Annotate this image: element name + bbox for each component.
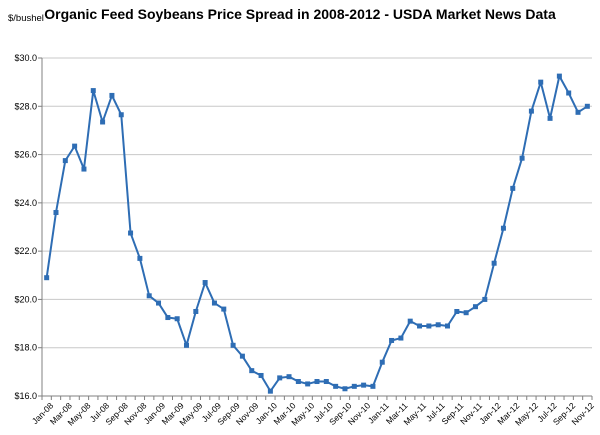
y-tick-label: $24.0 xyxy=(14,198,37,208)
data-point xyxy=(389,337,395,343)
data-point xyxy=(482,296,488,302)
y-tick-label: $26.0 xyxy=(14,150,37,160)
y-tick-label: $16.0 xyxy=(14,391,37,401)
data-point xyxy=(286,374,292,380)
data-point xyxy=(211,300,217,306)
data-point xyxy=(445,323,451,329)
data-point xyxy=(295,379,301,385)
y-tick-label: $18.0 xyxy=(14,343,37,353)
data-point xyxy=(584,103,590,109)
data-point xyxy=(547,115,553,121)
data-point xyxy=(90,88,96,94)
data-point xyxy=(575,109,581,115)
data-point xyxy=(202,280,208,286)
y-tick-label: $30.0 xyxy=(14,53,37,63)
data-point xyxy=(333,383,339,389)
data-point xyxy=(519,155,525,161)
data-point xyxy=(72,143,78,149)
data-point xyxy=(44,275,50,281)
data-point xyxy=(174,316,180,322)
data-point xyxy=(146,293,152,299)
data-point xyxy=(277,375,283,381)
y-tick-labels: $16.0 $18.0 $20.0 $22.0 $24.0 $26.0 $28.0 $30.0 xyxy=(14,53,37,401)
data-point xyxy=(566,90,572,96)
data-point xyxy=(81,166,87,172)
price-series xyxy=(44,73,590,394)
data-point xyxy=(491,260,497,266)
data-point xyxy=(370,383,376,389)
data-point xyxy=(221,306,227,312)
data-point xyxy=(109,92,115,98)
data-point xyxy=(305,381,311,387)
data-point xyxy=(118,112,124,118)
data-point xyxy=(230,342,236,348)
y-tick-label: $22.0 xyxy=(14,246,37,256)
data-point xyxy=(454,309,460,314)
data-point xyxy=(128,230,134,236)
data-point xyxy=(398,335,404,341)
data-point xyxy=(100,119,106,125)
data-point xyxy=(528,108,534,114)
axes xyxy=(38,57,593,400)
data-point xyxy=(538,79,544,85)
data-point xyxy=(314,379,320,385)
gridlines xyxy=(42,57,592,397)
data-point xyxy=(556,73,562,79)
data-point xyxy=(472,304,478,310)
data-point xyxy=(183,342,189,348)
y-axis-unit-label: $/bushel xyxy=(8,13,44,24)
data-point xyxy=(267,388,273,394)
data-point xyxy=(417,323,423,329)
data-point xyxy=(342,386,348,392)
data-point xyxy=(510,185,516,191)
data-point xyxy=(258,372,264,378)
data-point xyxy=(361,382,367,388)
data-point xyxy=(351,383,357,389)
series-line xyxy=(45,75,588,393)
data-point xyxy=(53,210,59,216)
data-point xyxy=(500,225,506,231)
data-point xyxy=(193,309,199,314)
y-tick-label: $20.0 xyxy=(14,294,37,304)
data-point xyxy=(137,255,143,261)
data-point xyxy=(426,323,432,329)
x-tick-labels: Jan-08Mar-08May-08Jul-08Sep-08Nov-08Jan-… xyxy=(30,400,596,427)
y-tick-label: $28.0 xyxy=(14,101,37,111)
data-point xyxy=(249,368,255,374)
data-point xyxy=(62,158,68,164)
data-point xyxy=(239,353,245,359)
data-point xyxy=(379,359,385,365)
data-point xyxy=(463,310,469,316)
data-point xyxy=(323,379,329,385)
chart-title: Organic Feed Soybeans Price Spread in 20… xyxy=(44,6,556,22)
data-point xyxy=(407,318,413,324)
data-point xyxy=(156,300,162,306)
data-point xyxy=(435,322,441,328)
data-point xyxy=(165,315,171,321)
